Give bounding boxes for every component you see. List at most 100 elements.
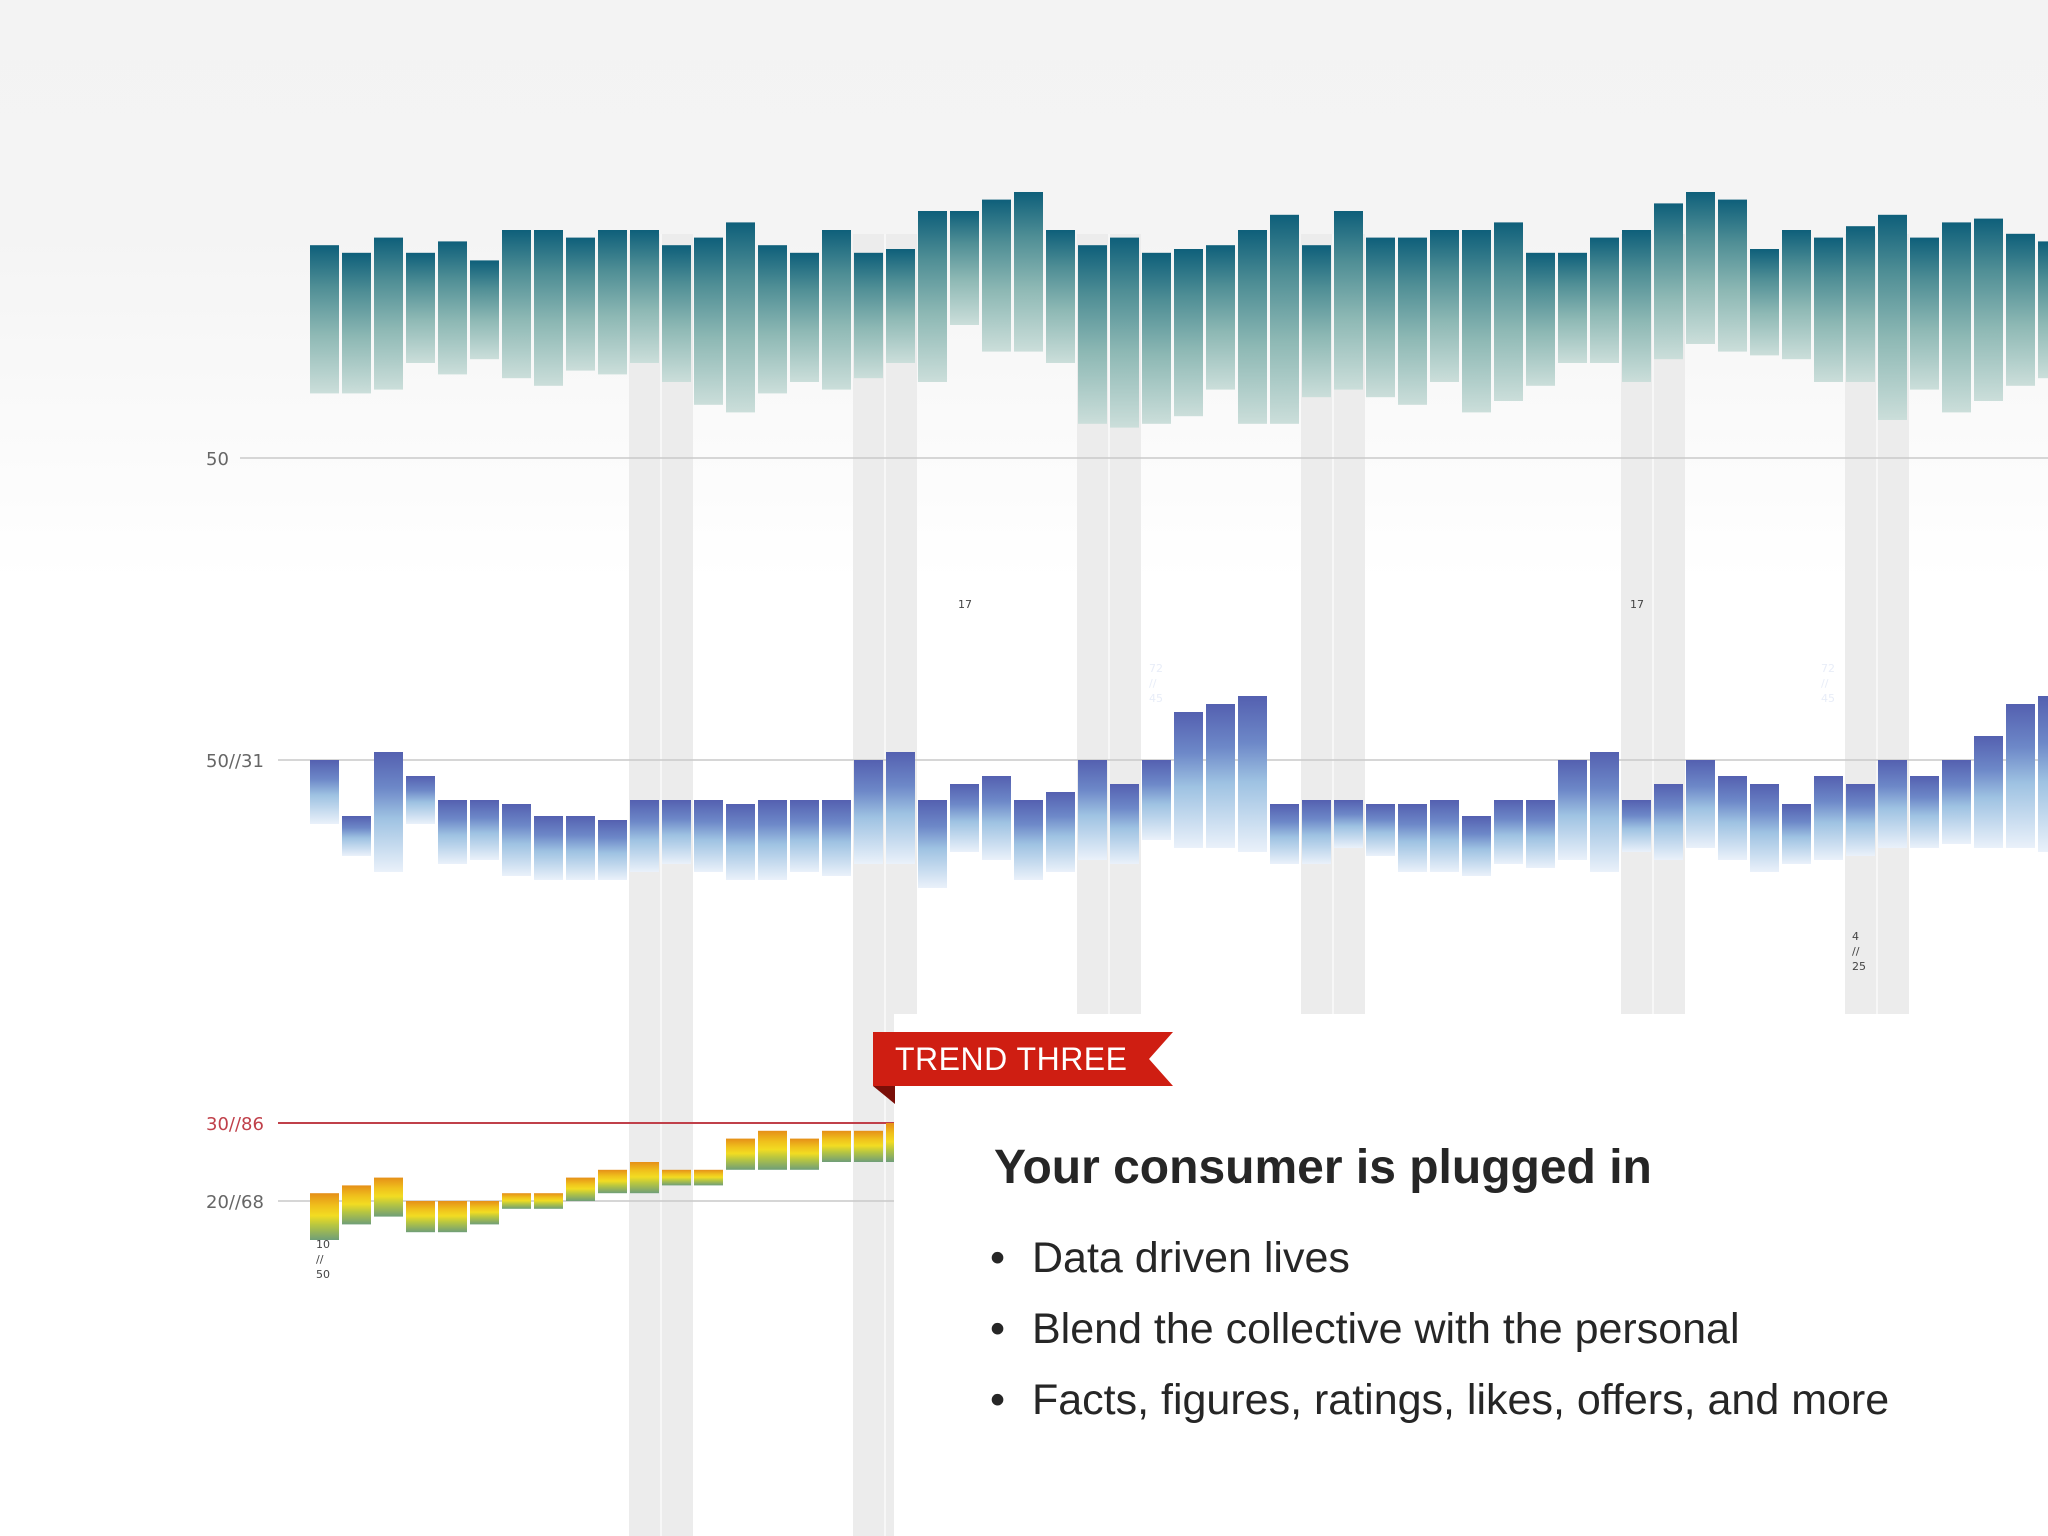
range-bar	[310, 760, 339, 824]
range-bar	[502, 804, 531, 876]
chart-labels: 50 50//31 30//86 20//68 17 17 72 // 45 72 // 45 4 // 2…	[206, 449, 1866, 1281]
range-bar	[2006, 704, 2035, 848]
range-bar	[1654, 784, 1683, 860]
range-bar	[1430, 230, 1459, 382]
range-bar	[1046, 230, 1075, 363]
data-label: 10	[316, 1238, 330, 1251]
range-bar	[1558, 252, 1587, 363]
range-bar	[310, 245, 339, 394]
range-bar	[1910, 237, 1939, 390]
range-bar	[1174, 249, 1203, 417]
range-bar	[406, 252, 435, 363]
range-bar	[1686, 760, 1715, 848]
range-bar	[1782, 230, 1811, 360]
range-bar	[534, 816, 563, 880]
range-bar	[1942, 760, 1971, 844]
range-bar	[982, 199, 1011, 352]
highlight-column-divider	[1332, 234, 1334, 1536]
range-bar	[758, 1130, 787, 1170]
bullet-text: Facts, figures, ratings, likes, offers, …	[1032, 1376, 1890, 1424]
range-bar	[1750, 249, 1779, 356]
range-bar	[534, 230, 563, 386]
bullet-list: • Data driven lives • Blend the collective…	[990, 1228, 1889, 1441]
range-bar	[374, 237, 403, 390]
range-bar	[406, 776, 435, 824]
range-bar	[1334, 800, 1363, 848]
range-bar	[1238, 696, 1267, 852]
data-label: 50	[316, 1268, 330, 1281]
range-bar	[822, 1130, 851, 1162]
range-bar	[566, 1177, 595, 1201]
range-bar	[1846, 226, 1875, 382]
range-bar	[1014, 192, 1043, 352]
range-bar	[1110, 784, 1139, 864]
range-bar	[342, 816, 371, 856]
axis-label: 50//31	[206, 751, 264, 772]
highlight-column-divider	[1108, 234, 1110, 1536]
range-bar	[470, 260, 499, 360]
data-label: 45	[1821, 692, 1835, 705]
range-bar	[1750, 784, 1779, 872]
range-bar	[1398, 237, 1427, 405]
range-bar	[726, 804, 755, 880]
range-bar	[918, 211, 947, 382]
range-bar	[1366, 804, 1395, 856]
highlight-column-divider	[1876, 234, 1878, 1536]
range-bar	[1174, 712, 1203, 848]
range-bar	[1046, 792, 1075, 872]
range-bar	[1974, 218, 2003, 401]
bullet-dot: •	[990, 1234, 1006, 1282]
range-bar	[1302, 245, 1331, 398]
range-bar	[726, 222, 755, 413]
range-bar	[374, 1177, 403, 1217]
range-bar	[1206, 704, 1235, 848]
range-bar	[694, 237, 723, 405]
range-bar	[1878, 760, 1907, 848]
range-bar	[918, 800, 947, 888]
range-bar	[1494, 800, 1523, 864]
range-bar	[342, 252, 371, 394]
range-bar	[726, 1138, 755, 1170]
bullet-item: • Facts, figures, ratings, likes, offers,…	[990, 1370, 1889, 1441]
range-bar	[790, 1138, 819, 1170]
data-label: //	[1149, 677, 1157, 690]
range-bar	[438, 241, 467, 375]
range-bar	[1878, 214, 1907, 420]
range-bar	[1558, 760, 1587, 860]
range-bar	[1654, 203, 1683, 360]
range-bar	[566, 237, 595, 371]
bullet-text: Blend the collective with the personal	[1032, 1305, 1740, 1353]
range-bar	[310, 1193, 339, 1240]
highlight-column-divider	[884, 234, 886, 1536]
data-label: 25	[1852, 960, 1866, 973]
range-bar	[470, 1201, 499, 1225]
range-bar	[1334, 211, 1363, 390]
range-bar	[598, 230, 627, 375]
range-bar	[662, 245, 691, 382]
data-label: 72	[1821, 662, 1835, 675]
trend-headline: Your consumer is plugged in	[994, 1141, 1652, 1194]
trend-tag-fold	[873, 1086, 895, 1104]
range-bar	[950, 211, 979, 325]
teal-range-bars	[310, 192, 2048, 428]
range-bar	[822, 230, 851, 390]
range-bar	[758, 800, 787, 880]
range-bar	[1622, 230, 1651, 382]
range-bar	[982, 776, 1011, 860]
range-bar	[1814, 237, 1843, 382]
range-bar	[662, 1169, 691, 1186]
range-bar	[438, 800, 467, 864]
data-label: 17	[958, 598, 972, 611]
range-bar	[630, 1162, 659, 1194]
range-bar	[1590, 237, 1619, 363]
range-bar	[854, 252, 883, 379]
range-bar	[1718, 199, 1747, 352]
range-bar	[854, 1130, 883, 1162]
range-bar	[1142, 252, 1171, 424]
bullet-dot: •	[990, 1376, 1006, 1424]
range-bar	[1782, 804, 1811, 864]
range-bar	[566, 816, 595, 880]
range-bar	[1526, 252, 1555, 386]
range-bar	[662, 800, 691, 864]
data-label: 45	[1149, 692, 1163, 705]
